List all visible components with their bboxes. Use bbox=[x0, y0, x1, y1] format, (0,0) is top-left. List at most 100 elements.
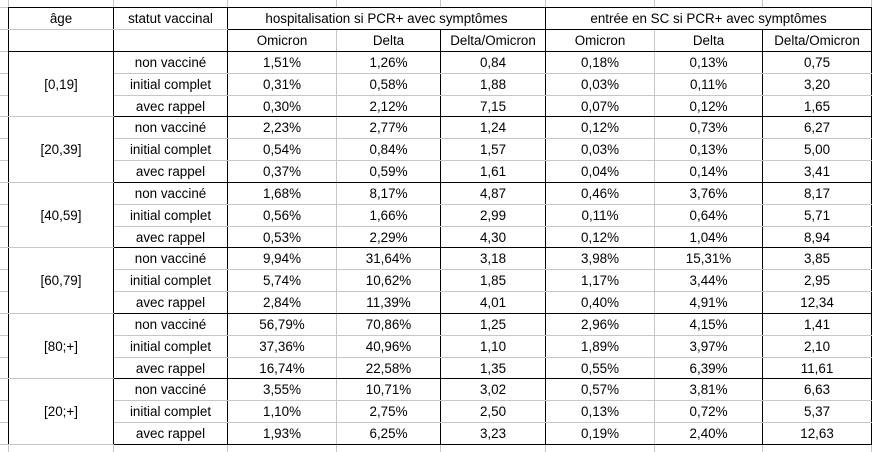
sc-ratio-value[interactable]: 8,94 bbox=[762, 226, 872, 249]
hosp-omicron-value[interactable]: 0,30% bbox=[227, 95, 337, 118]
hosp-delta-value[interactable]: 10,71% bbox=[336, 378, 441, 402]
age-group-cell[interactable]: [80;+] bbox=[8, 313, 114, 380]
sc-ratio-value[interactable]: 5,00 bbox=[762, 138, 872, 162]
sc-ratio-value[interactable]: 8,17 bbox=[762, 182, 872, 205]
sc-ratio-value[interactable]: 3,20 bbox=[762, 73, 872, 96]
vaccine-status-cell[interactable]: initial complet bbox=[113, 400, 228, 424]
hosp-delta-value[interactable]: 1,26% bbox=[336, 51, 441, 74]
sc-omicron-value[interactable]: 0,57% bbox=[545, 378, 656, 402]
sc-omicron-value[interactable]: 0,03% bbox=[545, 138, 656, 162]
vaccine-status-cell[interactable]: initial complet bbox=[113, 138, 228, 162]
sc-delta-value[interactable]: 1,04% bbox=[654, 226, 764, 249]
vaccine-status-column-header[interactable]: statut vaccinal bbox=[113, 7, 228, 30]
hosp-ratio-value[interactable]: 4,01 bbox=[440, 291, 547, 314]
hosp-ratio-header[interactable]: Delta/Omicron bbox=[440, 29, 547, 52]
hosp-omicron-value[interactable]: 9,94% bbox=[227, 247, 337, 271]
sc-delta-value[interactable]: 6,39% bbox=[654, 357, 764, 380]
sc-ratio-value[interactable]: 12,63 bbox=[762, 422, 872, 445]
sc-delta-value[interactable]: 0,13% bbox=[654, 51, 764, 74]
sc-omicron-value[interactable]: 0,18% bbox=[545, 51, 656, 74]
vaccine-status-cell[interactable]: avec rappel bbox=[113, 95, 228, 118]
hosp-ratio-value[interactable]: 1,57 bbox=[440, 138, 547, 162]
sc-delta-value[interactable]: 4,15% bbox=[654, 313, 764, 336]
sc-ratio-value[interactable]: 3,41 bbox=[762, 160, 872, 183]
hosp-omicron-value[interactable]: 2,84% bbox=[227, 291, 337, 314]
sc-omicron-value[interactable]: 1,17% bbox=[545, 269, 656, 293]
vaccine-status-cell[interactable]: non vacciné bbox=[113, 51, 228, 74]
vaccine-status-cell[interactable]: avec rappel bbox=[113, 357, 228, 380]
hosp-omicron-value[interactable]: 0,31% bbox=[227, 73, 337, 96]
sc-delta-value[interactable]: 0,73% bbox=[654, 116, 764, 140]
sc-omicron-value[interactable]: 0,40% bbox=[545, 291, 656, 314]
age-group-cell[interactable]: [60,79] bbox=[8, 247, 114, 314]
hosp-delta-value[interactable]: 1,66% bbox=[336, 204, 441, 227]
hosp-ratio-value[interactable]: 2,50 bbox=[440, 400, 547, 424]
hosp-ratio-value[interactable]: 0,84 bbox=[440, 51, 547, 74]
hosp-omicron-value[interactable]: 3,55% bbox=[227, 378, 337, 402]
sc-delta-value[interactable]: 0,72% bbox=[654, 400, 764, 424]
hosp-delta-value[interactable]: 0,58% bbox=[336, 73, 441, 96]
sc-ratio-value[interactable]: 1,41 bbox=[762, 313, 872, 336]
sc-omicron-value[interactable]: 2,96% bbox=[545, 313, 656, 336]
hosp-delta-value[interactable]: 2,77% bbox=[336, 116, 441, 140]
intensive-care-section-header[interactable]: entrée en SC si PCR+ avec symptômes bbox=[545, 7, 872, 30]
sc-ratio-value[interactable]: 6,63 bbox=[762, 378, 872, 402]
hosp-ratio-value[interactable]: 3,18 bbox=[440, 247, 547, 271]
sc-delta-header[interactable]: Delta bbox=[654, 29, 764, 52]
sc-ratio-value[interactable]: 11,61 bbox=[762, 357, 872, 380]
hosp-omicron-value[interactable]: 56,79% bbox=[227, 313, 337, 336]
vaccine-status-cell[interactable]: initial complet bbox=[113, 73, 228, 96]
hosp-delta-value[interactable]: 2,12% bbox=[336, 95, 441, 118]
sc-delta-value[interactable]: 3,44% bbox=[654, 269, 764, 293]
sc-ratio-value[interactable]: 6,27 bbox=[762, 116, 872, 140]
sc-omicron-value[interactable]: 0,13% bbox=[545, 400, 656, 424]
sc-omicron-value[interactable]: 1,89% bbox=[545, 335, 656, 358]
hosp-omicron-value[interactable]: 37,36% bbox=[227, 335, 337, 358]
vaccine-status-cell[interactable]: avec rappel bbox=[113, 160, 228, 183]
vaccine-status-cell[interactable]: avec rappel bbox=[113, 226, 228, 249]
hosp-delta-value[interactable]: 70,86% bbox=[336, 313, 441, 336]
sc-delta-value[interactable]: 2,40% bbox=[654, 422, 764, 445]
sc-delta-value[interactable]: 3,97% bbox=[654, 335, 764, 358]
sc-omicron-value[interactable]: 0,11% bbox=[545, 204, 656, 227]
sc-ratio-value[interactable]: 1,65 bbox=[762, 95, 872, 118]
sc-delta-value[interactable]: 0,14% bbox=[654, 160, 764, 183]
hosp-omicron-value[interactable]: 1,93% bbox=[227, 422, 337, 445]
hosp-omicron-value[interactable]: 0,53% bbox=[227, 226, 337, 249]
hosp-ratio-value[interactable]: 1,88 bbox=[440, 73, 547, 96]
hosp-delta-value[interactable]: 11,39% bbox=[336, 291, 441, 314]
sc-omicron-value[interactable]: 0,12% bbox=[545, 116, 656, 140]
age-column-header[interactable]: âge bbox=[8, 7, 114, 30]
hosp-delta-value[interactable]: 8,17% bbox=[336, 182, 441, 205]
hosp-ratio-value[interactable]: 3,23 bbox=[440, 422, 547, 445]
hosp-omicron-value[interactable]: 1,10% bbox=[227, 400, 337, 424]
hosp-delta-value[interactable]: 2,29% bbox=[336, 226, 441, 249]
sc-omicron-value[interactable]: 0,07% bbox=[545, 95, 656, 118]
vaccine-status-cell[interactable]: initial complet bbox=[113, 269, 228, 293]
sc-delta-value[interactable]: 3,81% bbox=[654, 378, 764, 402]
hosp-ratio-value[interactable]: 1,25 bbox=[440, 313, 547, 336]
hosp-ratio-value[interactable]: 1,35 bbox=[440, 357, 547, 380]
vaccine-status-cell[interactable]: non vacciné bbox=[113, 116, 228, 140]
hosp-omicron-header[interactable]: Omicron bbox=[227, 29, 337, 52]
vaccine-status-cell[interactable]: non vacciné bbox=[113, 182, 228, 205]
vaccine-status-cell[interactable]: non vacciné bbox=[113, 378, 228, 402]
sc-omicron-value[interactable]: 0,55% bbox=[545, 357, 656, 380]
hosp-ratio-value[interactable]: 4,87 bbox=[440, 182, 547, 205]
hosp-ratio-value[interactable]: 4,30 bbox=[440, 226, 547, 249]
hosp-delta-value[interactable]: 2,75% bbox=[336, 400, 441, 424]
hosp-delta-value[interactable]: 0,59% bbox=[336, 160, 441, 183]
age-group-cell[interactable]: [20;+] bbox=[8, 378, 114, 445]
hosp-delta-value[interactable]: 22,58% bbox=[336, 357, 441, 380]
sc-delta-value[interactable]: 4,91% bbox=[654, 291, 764, 314]
hosp-omicron-value[interactable]: 0,56% bbox=[227, 204, 337, 227]
hosp-ratio-value[interactable]: 2,99 bbox=[440, 204, 547, 227]
hosp-omicron-value[interactable]: 0,37% bbox=[227, 160, 337, 183]
hosp-omicron-value[interactable]: 16,74% bbox=[227, 357, 337, 380]
hosp-ratio-value[interactable]: 1,61 bbox=[440, 160, 547, 183]
sc-omicron-value[interactable]: 0,19% bbox=[545, 422, 656, 445]
age-group-cell[interactable]: [40,59] bbox=[8, 182, 114, 249]
vaccine-status-cell[interactable]: initial complet bbox=[113, 335, 228, 358]
hosp-delta-value[interactable]: 31,64% bbox=[336, 247, 441, 271]
hosp-delta-value[interactable]: 40,96% bbox=[336, 335, 441, 358]
